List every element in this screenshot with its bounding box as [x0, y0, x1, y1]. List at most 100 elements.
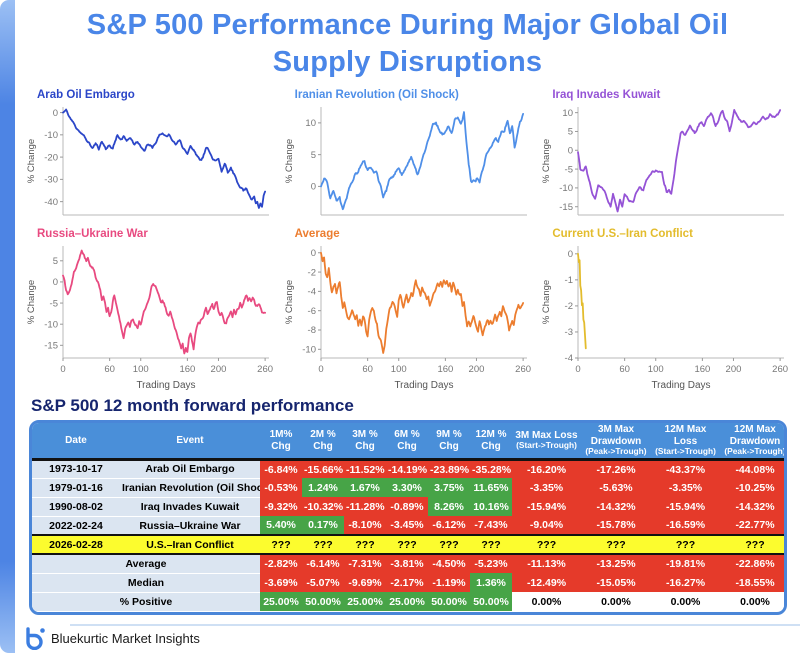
table-cell: Iraq Invades Kuwait	[120, 497, 260, 517]
table-cell: -5.07%	[302, 573, 344, 593]
table-cell: -9.04%	[512, 516, 581, 536]
chart-arab-oil-embargo: Arab Oil Embargo 0 -10 -20 -30 -40 % Change	[23, 89, 277, 222]
column-header: 3M Max Loss (Start->Trough)	[512, 423, 581, 461]
chart-canvas-arab-oil-embargo: 0 -10 -20 -30 -40 % Change	[26, 107, 269, 216]
column-header: 12M Max Loss (Start->Trough)	[651, 423, 720, 461]
svg-text:-6: -6	[307, 306, 315, 317]
table-cell: -5.23%	[470, 554, 512, 574]
table-row: Median -3.69% -5.07% -9.69% -2.17% -1.19% 1.36…	[32, 573, 784, 593]
table-cell: -10.25%	[720, 478, 784, 498]
table-row: 1990-08-02 Iraq Invades Kuwait -9.32% -10.3…	[32, 497, 784, 517]
chart-title: Arab Oil Embargo	[37, 89, 135, 102]
table-row: 2022-02-24 Russia–Ukraine War 5.40% 0.17% -8…	[32, 516, 784, 536]
table-cell: -15.05%	[581, 573, 651, 593]
svg-text:-4: -4	[307, 287, 315, 298]
table-cell: 1973-10-17	[32, 459, 120, 479]
brand-logo-icon	[26, 627, 45, 650]
svg-text:100: 100	[648, 364, 664, 375]
svg-text:-30: -30	[44, 175, 58, 186]
table-cell: 25.00%	[386, 592, 428, 612]
svg-text:5: 5	[53, 256, 58, 267]
column-header: 12M % Chg	[470, 423, 512, 461]
svg-text:10: 10	[305, 118, 316, 129]
table-cell: -16.20%	[512, 459, 581, 479]
svg-text:0: 0	[53, 277, 58, 288]
svg-text:-2: -2	[565, 301, 573, 312]
column-header: 2M % Chg	[302, 423, 344, 461]
svg-text:0: 0	[53, 108, 58, 119]
table-cell: -15.78%	[581, 516, 651, 536]
svg-text:Trading Days: Trading Days	[394, 380, 453, 391]
svg-text:5: 5	[568, 127, 573, 138]
table-cell: U.S.–Iran Conflict	[120, 534, 260, 556]
table-cell: -9.32%	[260, 497, 302, 517]
line-series	[62, 249, 267, 355]
table-cell: -19.81%	[651, 554, 720, 574]
svg-text:0: 0	[60, 364, 65, 375]
svg-text:-3: -3	[565, 327, 573, 338]
chart-canvas-current-us-iran-conflict: 0 -1 -2 -3 -4 % Change 0 60 100 160 200 260 Trading …	[541, 246, 788, 391]
table-cell: -11.52%	[344, 459, 386, 479]
table-cell: 1990-08-02	[32, 497, 120, 517]
table-cell: Arab Oil Embargo	[120, 459, 260, 479]
table-cell: 2022-02-24	[32, 516, 120, 536]
table-cell: -1.19%	[428, 573, 470, 593]
svg-text:-20: -20	[44, 153, 58, 164]
svg-text:% Change: % Change	[284, 280, 295, 324]
table-cell: ???	[428, 534, 470, 556]
table-cell: -15.66%	[302, 459, 344, 479]
table-cell: -22.86%	[720, 554, 784, 574]
table-cell: ???	[651, 534, 720, 556]
table-cell: 25.00%	[260, 592, 302, 612]
table-cell: -0.89%	[386, 497, 428, 517]
table-title: S&P 500 12 month forward performance	[31, 396, 354, 416]
svg-text:Trading Days: Trading Days	[652, 380, 711, 391]
svg-text:-5: -5	[50, 298, 58, 309]
svg-text:0: 0	[576, 364, 581, 375]
table-cell: ???	[581, 534, 651, 556]
svg-text:0: 0	[568, 146, 573, 157]
svg-text:-15: -15	[44, 341, 58, 352]
svg-text:260: 260	[257, 364, 273, 375]
table-cell: 0.00%	[720, 592, 784, 612]
table-cell: -18.55%	[720, 573, 784, 593]
svg-text:% Change: % Change	[26, 139, 37, 183]
svg-text:% Change: % Change	[284, 139, 295, 183]
svg-text:-10: -10	[560, 183, 574, 194]
footer-brand: Bluekurtic Market Insights	[22, 626, 200, 650]
column-header: 3M % Chg	[344, 423, 386, 461]
table-cell: -3.69%	[260, 573, 302, 593]
table-cell: 1.36%	[470, 573, 512, 593]
svg-text:200: 200	[211, 364, 227, 375]
table-cell: 0.00%	[581, 592, 651, 612]
svg-text:5: 5	[310, 150, 315, 161]
line-series	[319, 252, 524, 355]
brand-name: Bluekurtic Market Insights	[51, 630, 200, 646]
table-cell: -6.84%	[260, 459, 302, 479]
table-cell: -14.32%	[720, 497, 784, 517]
table-cell: 25.00%	[344, 592, 386, 612]
chart-canvas-average: 0 -2 -4 -6 -8 -10 % Change 0 60 100 160 200 260 Tradi…	[284, 246, 531, 391]
table-cell: -2.82%	[260, 554, 302, 574]
performance-table: Date Event 1M% Chg 2M % Chg 3M % Chg 6M % Chg…	[29, 420, 787, 615]
svg-text:200: 200	[468, 364, 484, 375]
table-cell: ???	[386, 534, 428, 556]
svg-text:0: 0	[568, 249, 573, 260]
table-cell: 0.17%	[302, 516, 344, 536]
table-cell: -16.59%	[651, 516, 720, 536]
svg-text:% Change: % Change	[541, 280, 552, 324]
svg-text:-2: -2	[307, 267, 315, 278]
chart-canvas-russia-ukraine-war: 5 0 -5 -10 -15 % Change 0 60 100 160 200 260 Trading…	[26, 246, 273, 391]
page-title-line1: S&P 500 Performance During Major Global …	[86, 9, 729, 41]
column-header: 6M % Chg	[386, 423, 428, 461]
table-cell: -44.08%	[720, 459, 784, 479]
table-cell: % Positive	[32, 592, 260, 612]
table-cell: -11.28%	[344, 497, 386, 517]
table-cell: -22.77%	[720, 516, 784, 536]
table-cell: Average	[32, 554, 260, 574]
svg-text:160: 160	[437, 364, 453, 375]
table-cell: 11.65%	[470, 478, 512, 498]
table-cell: ???	[720, 534, 784, 556]
table-cell: -6.12%	[428, 516, 470, 536]
